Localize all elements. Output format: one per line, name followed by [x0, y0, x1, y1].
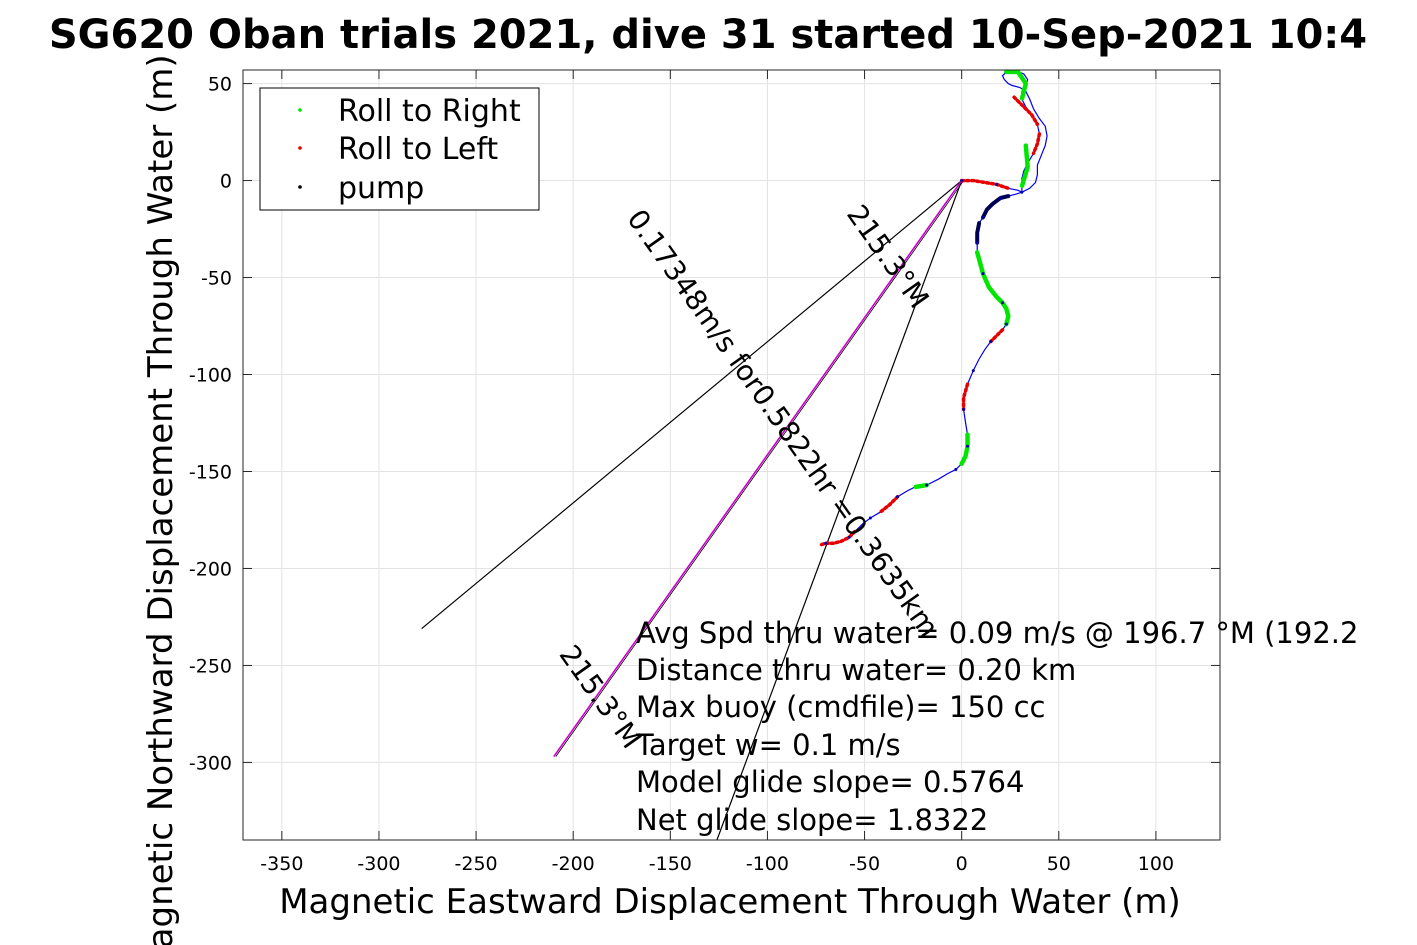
y-tick-label: 0 [220, 171, 232, 193]
y-tick-label: -250 [189, 655, 232, 677]
track-point [896, 495, 900, 499]
annotation-distance: Distance thru water= 0.20 km [636, 653, 1076, 687]
heading-cone-line [716, 180, 963, 841]
roll-left-points [1031, 132, 1042, 156]
y-axis-label: Magnetic Northward Displacement Through … [141, 54, 181, 945]
legend-label-pump: pump [338, 171, 424, 206]
y-tick-label: -100 [189, 365, 232, 387]
roll-left-points [878, 494, 900, 514]
x-tick-label: -100 [746, 853, 789, 875]
track-point [971, 369, 975, 373]
annotation-avg-speed: Avg Spd thru water= 0.09 m/s @ 196.7 °M … [636, 616, 1358, 650]
roll-left-points [989, 328, 1005, 344]
roll-right-points [1004, 69, 1029, 102]
roll-left-points [959, 178, 1011, 191]
track-point [999, 196, 1003, 200]
legend-marker-roll-left [298, 146, 302, 150]
y-tick-label: -150 [189, 461, 232, 483]
track-point [989, 340, 993, 344]
annotation-max-buoy: Max buoy (cmdfile)= 150 cc [636, 690, 1045, 724]
legend: Roll to Right Roll to Left pump [259, 87, 540, 211]
track-point [1020, 190, 1024, 194]
x-tick-label: -50 [849, 853, 880, 875]
course-line-shadow [555, 180, 964, 757]
x-tick-label: -150 [649, 853, 692, 875]
track-point [965, 444, 969, 448]
track-point [960, 179, 964, 183]
heading-cone-line [421, 180, 963, 630]
track-point [1004, 322, 1008, 326]
legend-label-roll-left: Roll to Left [338, 132, 498, 167]
track-point [962, 407, 966, 411]
track-point [847, 535, 851, 539]
annotation-net-glide: Net glide slope= 1.8322 [636, 803, 988, 837]
x-tick-label: 50 [1047, 853, 1071, 875]
annotation-target-w: Target w= 0.1 m/s [635, 728, 901, 762]
pump-points [981, 194, 1011, 220]
track-point [1000, 301, 1004, 305]
legend-label-roll-right: Roll to Right [338, 94, 521, 129]
annotation-block: Avg Spd thru water= 0.09 m/s @ 196.7 °M … [635, 616, 1358, 837]
course-line [553, 180, 963, 758]
roll-left-points [961, 382, 970, 412]
axes-frame [242, 69, 1221, 841]
track-point [981, 272, 985, 276]
y-tick-label: -50 [201, 268, 232, 290]
roll-right-points [1019, 143, 1030, 189]
track-point [925, 483, 929, 487]
x-tick-label: -250 [455, 853, 498, 875]
x-tick-label: -350 [260, 853, 303, 875]
x-tick-label: 100 [1138, 853, 1174, 875]
x-axis-label: Magnetic Eastward Displacement Through W… [279, 882, 1181, 922]
track-point [824, 541, 828, 545]
y-tick-label: 50 [208, 74, 232, 96]
x-tick-label: 0 [956, 853, 968, 875]
legend-box [259, 87, 540, 211]
annotation-model-glide: Model glide slope= 0.5764 [636, 765, 1024, 799]
roll-left-points [1012, 95, 1040, 127]
track-point [975, 241, 979, 245]
roll-right-points [912, 482, 929, 490]
x-tick-label: -300 [357, 853, 400, 875]
legend-marker-roll-right [298, 108, 302, 112]
chart-title: SG620 Oban trials 2021, dive 31 started … [49, 12, 1367, 58]
roll-right-points [974, 250, 1011, 327]
track-point [995, 182, 999, 186]
roll-right-points [959, 432, 970, 466]
track-point [954, 468, 958, 472]
legend-marker-pump [298, 185, 302, 189]
x-tick-label: -200 [552, 853, 595, 875]
y-tick-label: -300 [189, 752, 232, 774]
axis-ticks: -350 -300 -250 -200 -150 -100 -50 0 50 100 50 0 -50 -… [189, 70, 1220, 875]
pump-points [975, 221, 982, 245]
track-point [981, 215, 985, 219]
track-point [868, 516, 872, 520]
y-tick-label: -200 [189, 558, 232, 580]
